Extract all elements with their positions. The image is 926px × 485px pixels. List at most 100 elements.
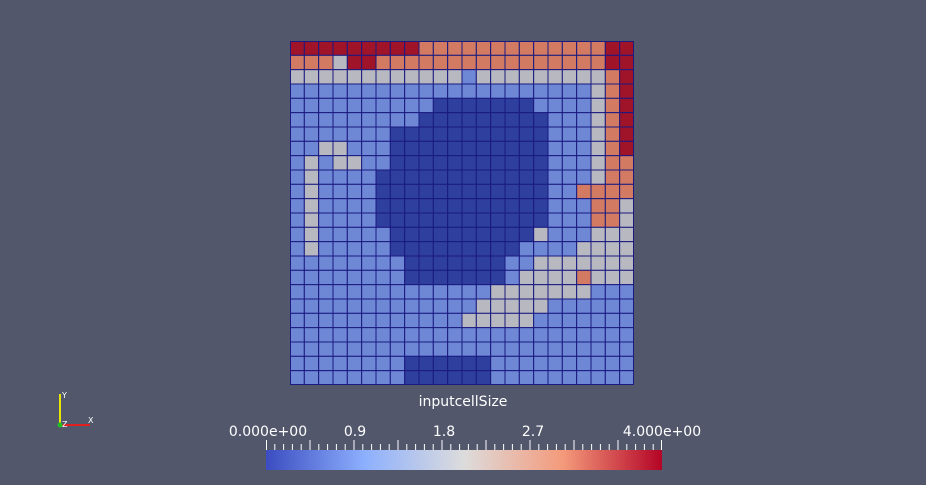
mesh-cell <box>547 183 563 200</box>
mesh-cell <box>518 83 535 99</box>
mesh-cell <box>432 97 449 114</box>
mesh-cell <box>619 341 634 357</box>
mesh-cell <box>490 183 506 200</box>
mesh-cell <box>561 198 578 214</box>
mesh-cell <box>561 97 578 114</box>
mesh-cell <box>533 112 549 128</box>
mesh-cell <box>447 183 463 200</box>
mesh-cell <box>590 169 606 185</box>
mesh-cell <box>475 54 492 71</box>
mesh-cell <box>475 355 492 372</box>
mesh-cell <box>533 198 549 214</box>
mesh-cell <box>547 269 563 286</box>
mesh-cell <box>418 327 434 343</box>
mesh-cell <box>404 183 420 200</box>
mesh-cell <box>604 83 621 99</box>
mesh-cell <box>461 54 477 71</box>
mesh-cell <box>303 298 320 314</box>
mesh-cell <box>518 97 535 114</box>
mesh-cell <box>547 255 563 271</box>
mesh-cell <box>547 298 563 314</box>
mesh-cell <box>490 298 506 314</box>
mesh-cell <box>504 41 520 56</box>
mesh-cell <box>490 226 506 243</box>
mesh-cell <box>619 355 634 372</box>
mesh-cell <box>432 112 449 128</box>
mesh-cell <box>547 312 563 329</box>
mesh-cell <box>389 69 406 85</box>
mesh-cell <box>303 112 320 128</box>
mesh-cell <box>375 312 391 329</box>
mesh-cell <box>576 41 592 56</box>
mesh-cell <box>318 312 334 329</box>
mesh-cell <box>619 269 634 286</box>
mesh-cell <box>590 155 606 171</box>
mesh-cell <box>290 241 305 257</box>
mesh-cell <box>303 255 320 271</box>
mesh-cell <box>461 298 477 314</box>
mesh-cell <box>290 112 305 128</box>
mesh-cell <box>447 341 463 357</box>
mesh-cell <box>475 41 492 56</box>
mesh-cell <box>604 41 621 56</box>
mesh-cell <box>432 126 449 142</box>
mesh-cell <box>604 355 621 372</box>
mesh-cell <box>418 212 434 228</box>
mesh-cell <box>432 341 449 357</box>
mesh-cell <box>361 269 377 286</box>
mesh-cell <box>318 126 334 142</box>
mesh-cell <box>447 126 463 142</box>
mesh-cell <box>432 355 449 372</box>
mesh-cell <box>318 226 334 243</box>
mesh-cell <box>461 69 477 85</box>
mesh-cell <box>547 198 563 214</box>
mesh-cell <box>504 97 520 114</box>
mesh-cell <box>332 169 348 185</box>
mesh-cell <box>332 241 348 257</box>
mesh-cell <box>619 241 634 257</box>
mesh-cell <box>518 140 535 157</box>
mesh-cell <box>375 54 391 71</box>
mesh-cell <box>604 126 621 142</box>
mesh-cell <box>475 97 492 114</box>
mesh-cell <box>561 169 578 185</box>
mesh-cell <box>461 341 477 357</box>
mesh-cell <box>389 140 406 157</box>
mesh-cell <box>389 298 406 314</box>
mesh-cell <box>604 284 621 300</box>
mesh-cell <box>361 241 377 257</box>
mesh-cell <box>290 183 305 200</box>
mesh-cell <box>547 155 563 171</box>
mesh-cell <box>346 69 363 85</box>
mesh-cell <box>389 226 406 243</box>
mesh-cell <box>290 155 305 171</box>
mesh-cell <box>375 112 391 128</box>
mesh-cell <box>361 284 377 300</box>
mesh-cell <box>389 198 406 214</box>
mesh-cell <box>432 140 449 157</box>
mesh-cell <box>404 370 420 385</box>
mesh-cell <box>332 370 348 385</box>
mesh-cell <box>389 284 406 300</box>
mesh-cell <box>447 269 463 286</box>
mesh-cell <box>418 355 434 372</box>
mesh-cell <box>361 112 377 128</box>
mesh-cell <box>518 269 535 286</box>
mesh-cell <box>576 255 592 271</box>
mesh-cell <box>418 298 434 314</box>
mesh-cell <box>389 183 406 200</box>
mesh-cell <box>604 198 621 214</box>
mesh-cell <box>547 54 563 71</box>
mesh-cell <box>318 112 334 128</box>
mesh-cell <box>576 54 592 71</box>
mesh-cell <box>346 370 363 385</box>
mesh-cell <box>404 212 420 228</box>
mesh-cell <box>404 269 420 286</box>
mesh-cell <box>290 41 305 56</box>
mesh-cell <box>533 41 549 56</box>
mesh-cell <box>346 198 363 214</box>
mesh-cell <box>547 355 563 372</box>
mesh-cell <box>361 169 377 185</box>
mesh-cell <box>361 83 377 99</box>
